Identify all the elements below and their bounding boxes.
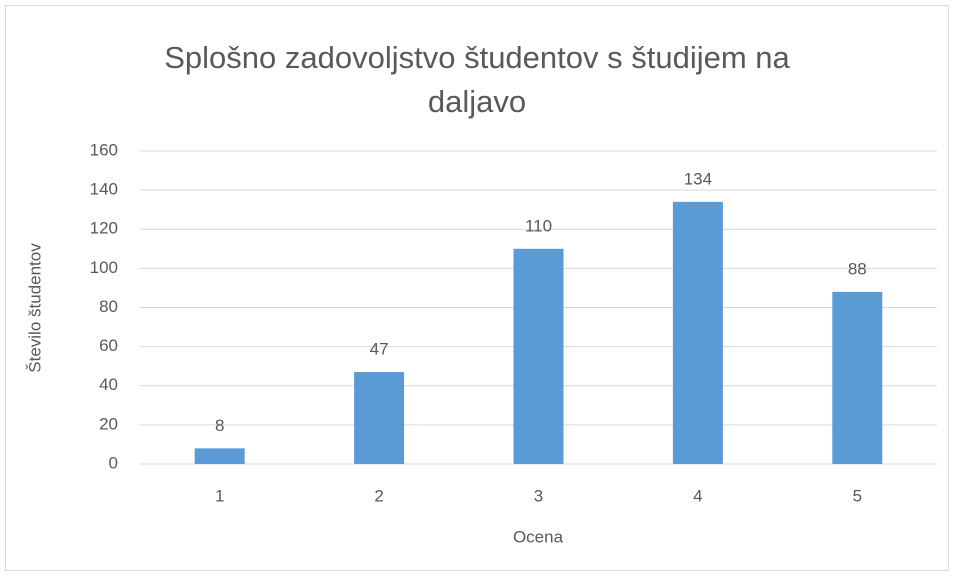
bar [832, 291, 883, 464]
y-tick-label: 0 [109, 453, 118, 472]
bar [513, 248, 564, 464]
y-tick-label: 160 [90, 140, 118, 159]
y-tick-label: 100 [90, 258, 118, 277]
chart-title: Splošno zadovoljstvo študentov s študije… [164, 40, 790, 119]
bar [194, 448, 245, 464]
x-tick-label: 4 [693, 486, 702, 505]
data-label: 134 [684, 169, 712, 188]
y-tick-label: 60 [99, 336, 118, 355]
y-tick-label: 20 [99, 414, 118, 433]
x-tick-label: 5 [853, 486, 862, 505]
bar [354, 372, 405, 464]
x-tick-label: 1 [215, 486, 224, 505]
y-tick-label: 40 [99, 375, 118, 394]
chart-border [5, 5, 949, 571]
bar [672, 201, 723, 465]
y-tick-label: 80 [99, 297, 118, 316]
data-label: 110 [525, 216, 552, 235]
x-tick-label: 2 [374, 486, 383, 505]
y-axis-label: Število študentov [25, 243, 44, 373]
y-tick-label: 120 [90, 219, 118, 238]
y-tick-label: 140 [90, 180, 118, 199]
data-label: 47 [370, 340, 389, 359]
data-label: 88 [848, 259, 867, 278]
x-axis-label: Ocena [513, 527, 564, 546]
data-label: 8 [215, 416, 224, 435]
x-tick-label: 3 [534, 486, 543, 505]
